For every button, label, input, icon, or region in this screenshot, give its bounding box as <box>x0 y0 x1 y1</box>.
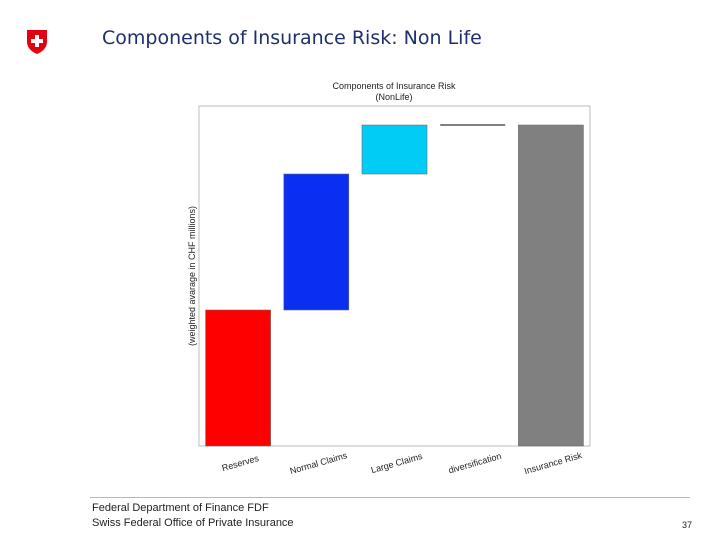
x-tick-label-reserves: Reserves <box>221 453 261 473</box>
x-tick-label-large-claims: Large Claims <box>370 451 424 475</box>
x-tick-label-insurance-risk: Insurance Risk <box>523 450 583 476</box>
y-axis-label: (weighted avarage in CHF millions) <box>187 206 197 346</box>
footer-office: Swiss Federal Office of Private Insuranc… <box>92 517 294 529</box>
bar-normal-claims <box>283 173 350 311</box>
x-tick-label-diversification: diversification <box>447 451 502 476</box>
page-number: 37 <box>681 520 692 530</box>
swiss-cross-shield-icon <box>27 30 47 54</box>
bar-reserves <box>205 309 271 447</box>
bar-large-claims <box>361 124 428 175</box>
chart-subtitle: (NonLife) <box>375 92 412 102</box>
x-tick-labels: Reserves Normal Claims Large Claims diversi… <box>221 450 584 476</box>
x-tick-label-normal-claims: Normal Claims <box>289 450 349 476</box>
chart-title: Components of Insurance Risk <box>332 81 456 91</box>
bar-group <box>205 124 584 447</box>
footer-department: Federal Department of Finance FDF <box>92 502 269 514</box>
footer-divider <box>90 497 690 498</box>
bar-insurance-risk <box>518 124 584 447</box>
page-title: Components of Insurance Risk: Non Life <box>102 27 482 49</box>
